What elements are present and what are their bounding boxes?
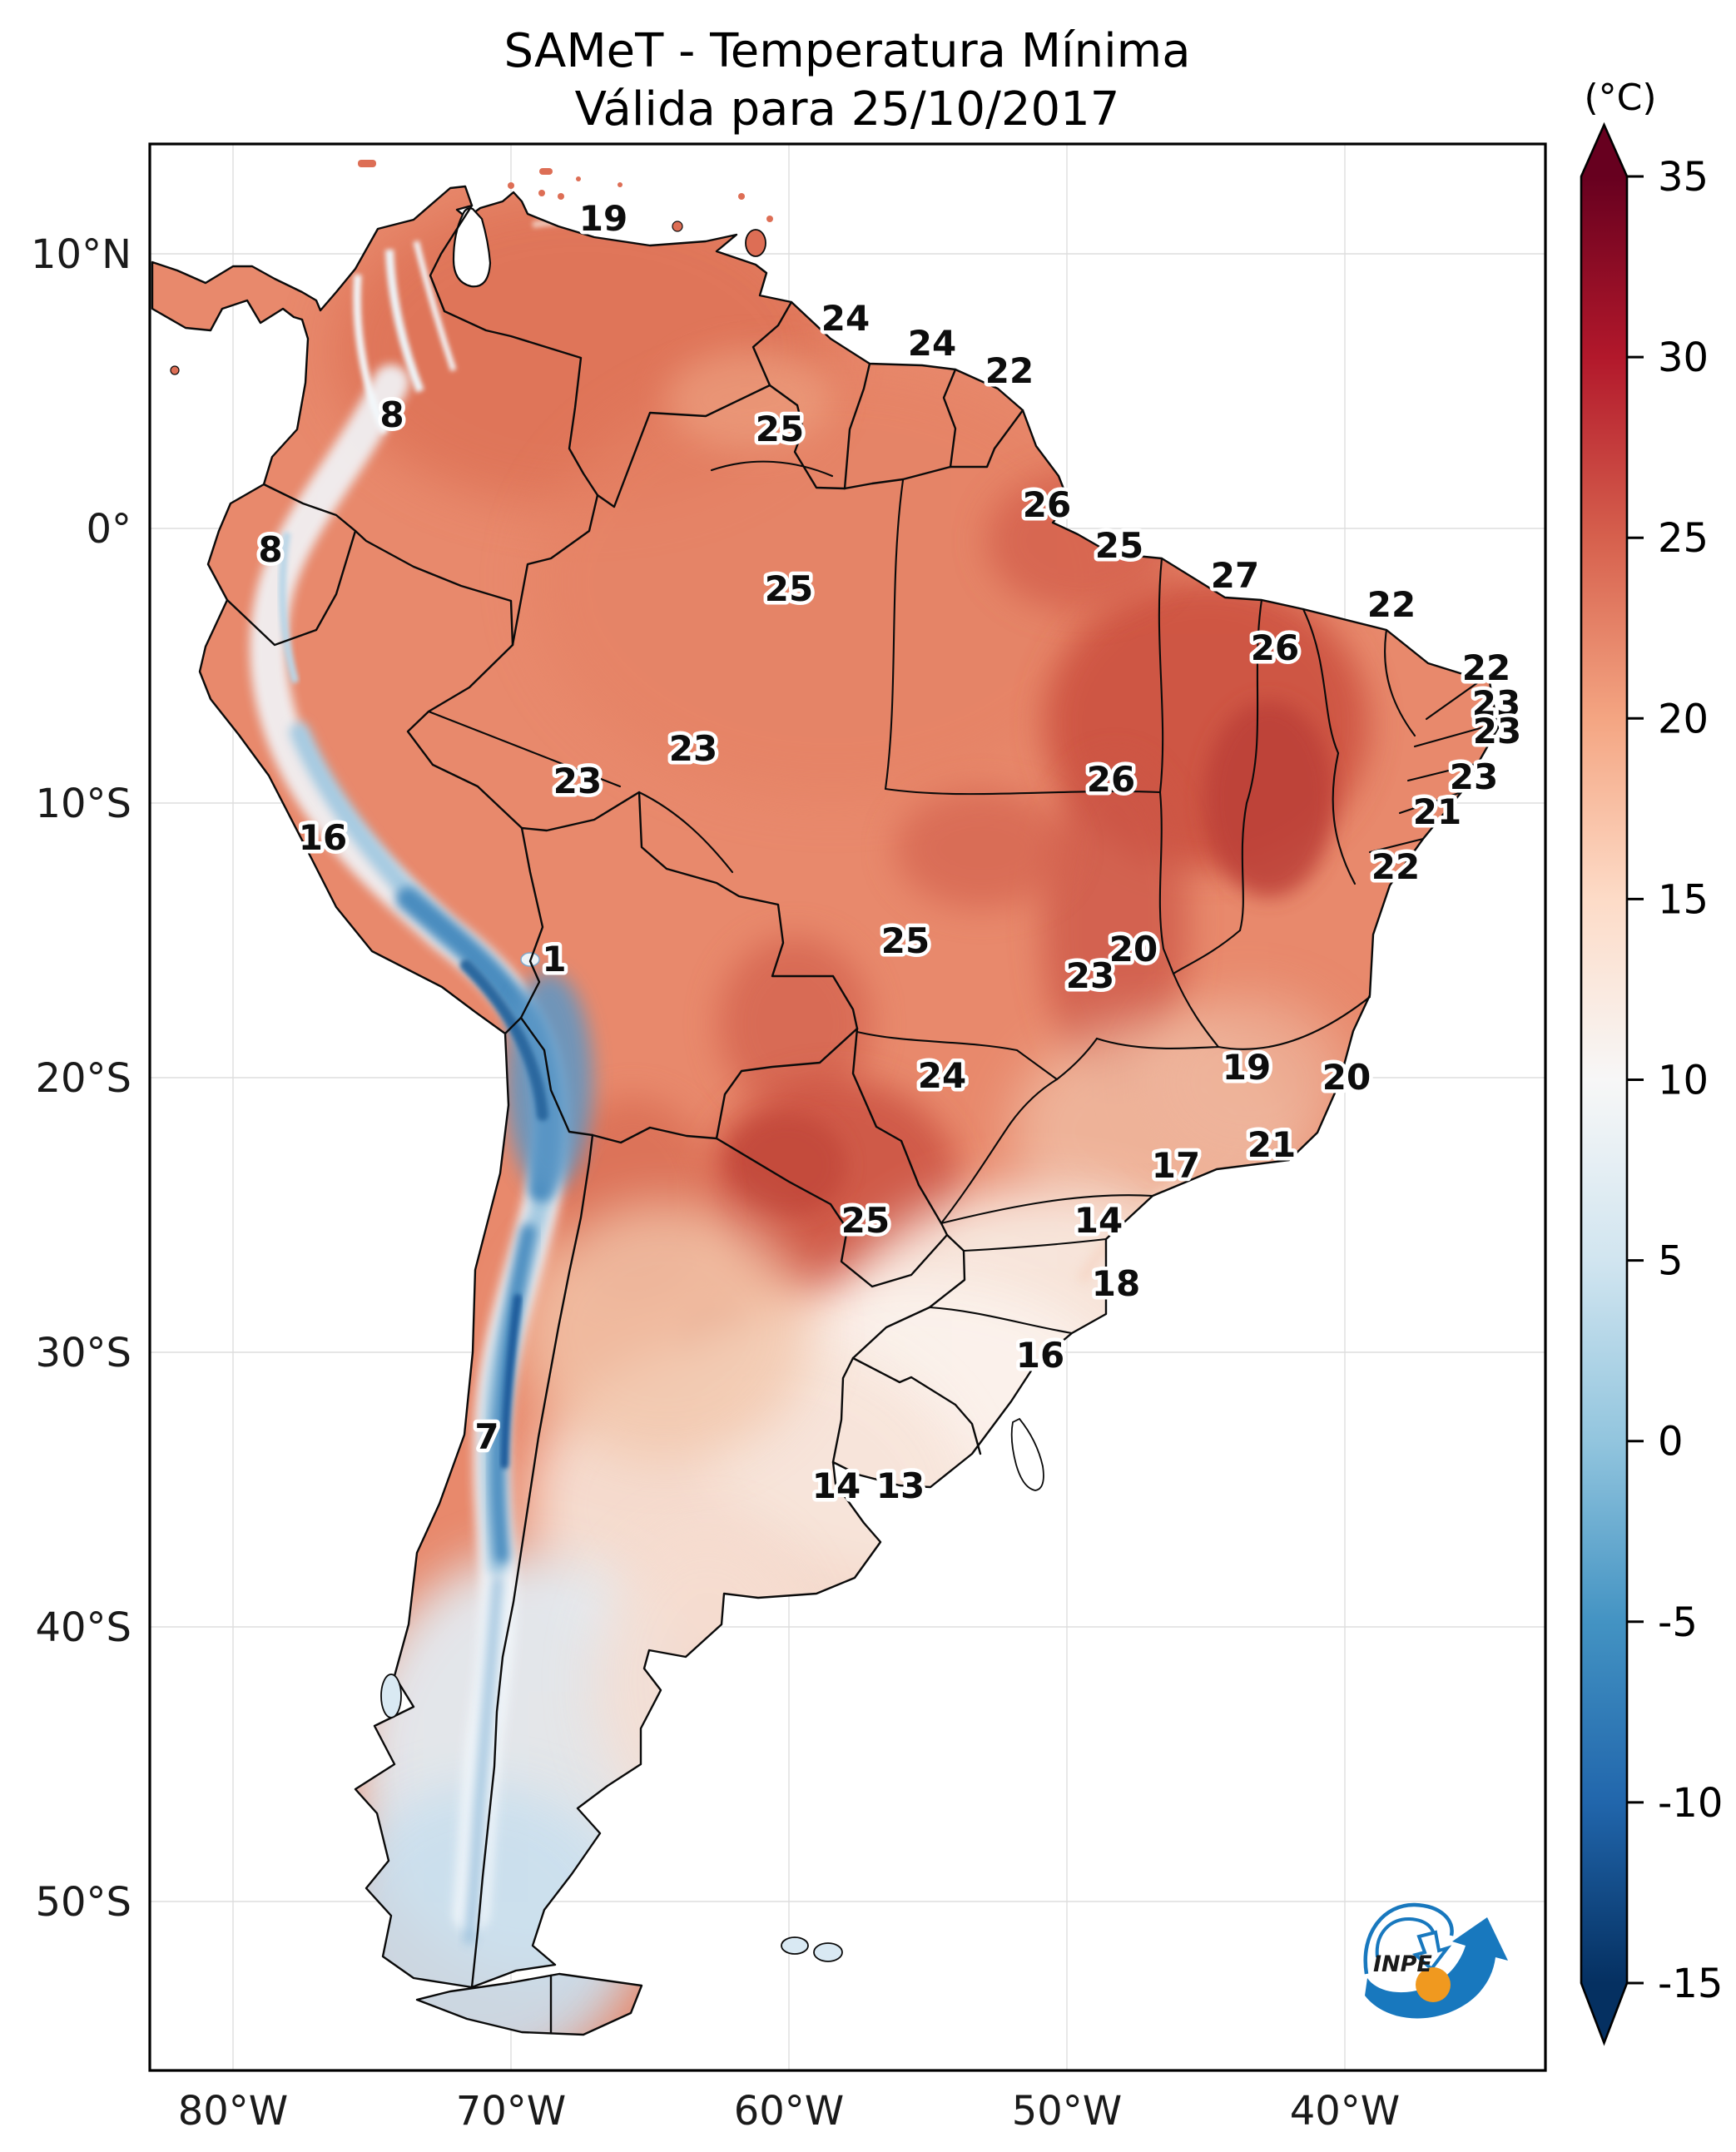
- station-value-label: 23: [553, 761, 602, 801]
- islands: [170, 160, 843, 1962]
- logo-swirl-outer: [1363, 1902, 1454, 1975]
- state-borders: [427, 460, 1488, 1335]
- lat-tick-label: 50°S: [35, 1879, 131, 1926]
- logo-orange-dot: [1416, 1967, 1451, 2002]
- station-value-label: 19: [1223, 1047, 1271, 1088]
- station-value-label: 26: [1251, 627, 1299, 668]
- station-value-label: 21: [1247, 1124, 1296, 1165]
- station-value-label: 22: [985, 350, 1034, 391]
- station-value-label: 23: [1473, 711, 1521, 751]
- longitude-axis-labels: 80°W 70°W 60°W 50°W 40°W: [178, 2088, 1401, 2135]
- station-value-label: 25: [756, 409, 804, 449]
- station-value-label: 16: [1016, 1335, 1064, 1376]
- colorbar-tick-label: 15: [1658, 876, 1709, 923]
- station-value-label: 7: [474, 1416, 498, 1457]
- station-value-label: 21: [1413, 791, 1461, 832]
- station-value-label: 25: [881, 920, 930, 961]
- station-value-label: 14: [1074, 1200, 1123, 1241]
- station-value-label: 22: [1367, 584, 1416, 625]
- station-value-label: 27: [1211, 555, 1259, 596]
- figure-title-line1: SAMeT - Temperatura Mínima: [503, 24, 1190, 78]
- station-value-label: 26: [1087, 759, 1135, 800]
- lat-tick-label: 0°: [86, 506, 131, 553]
- station-value-label: 23: [669, 728, 717, 769]
- colorbar-tick-label: -10: [1658, 1780, 1723, 1827]
- colorbar-tick-label: 30: [1658, 335, 1709, 381]
- logo-swirl-inner: [1375, 1916, 1436, 1958]
- station-value-label: 22: [1462, 647, 1510, 688]
- colorbar-tick-label: 10: [1658, 1058, 1709, 1104]
- lat-tick-label: 10°N: [31, 231, 131, 278]
- colorbar-tick-label: -5: [1658, 1599, 1698, 1646]
- colorbar-tick-label: -15: [1658, 1961, 1723, 2007]
- station-value-label: 18: [1092, 1263, 1140, 1304]
- station-value-label: 24: [908, 323, 956, 364]
- lat-tick-label: 40°S: [35, 1604, 131, 1651]
- trinidad-island: [745, 229, 766, 257]
- lat-tick-label: 20°S: [35, 1055, 131, 1102]
- lon-tick-label: 60°W: [734, 2088, 845, 2135]
- station-value-label: 23: [1066, 955, 1114, 996]
- station-value-label: 13: [876, 1465, 925, 1506]
- logo-up-arrow: [1365, 1917, 1508, 2019]
- station-value-label: 19: [579, 198, 627, 239]
- figure-title-line2: Válida para 25/10/2017: [575, 82, 1120, 136]
- station-value-label: 26: [1023, 484, 1071, 525]
- lat-tick-label: 10°S: [35, 781, 131, 827]
- falkland-east: [813, 1942, 843, 1962]
- station-value-label: 24: [918, 1055, 966, 1096]
- country-borders: [226, 204, 1024, 2034]
- colorbar-tick-label: 35: [1658, 154, 1709, 201]
- colorbar-ticks: 35 30 25 20 15 10 5 0 -5 -10 -15: [1627, 154, 1723, 2007]
- inpe-logo: INPE: [1363, 1902, 1508, 2019]
- station-value-label: 20: [1109, 929, 1158, 969]
- station-value-label: 25: [841, 1200, 890, 1241]
- station-value-label: 14: [812, 1465, 861, 1506]
- lat-tick-label: 30°S: [35, 1330, 131, 1376]
- station-value-label: 16: [299, 817, 347, 858]
- colorbar: (°C) 35 30 25 20 15 10 5 0 -5 -10 -15: [1580, 77, 1723, 2046]
- lakes: [452, 207, 1044, 1491]
- station-value-label: 25: [765, 568, 813, 609]
- station-value-label: 24: [821, 298, 870, 339]
- station-value-label: 8: [379, 394, 404, 435]
- station-value-label: 8: [258, 529, 282, 570]
- lagoa-dos-patos: [1010, 1417, 1044, 1491]
- lon-tick-label: 80°W: [178, 2088, 289, 2135]
- logo-wordmark: INPE: [1373, 1951, 1432, 1977]
- map-frame: [148, 142, 1547, 2072]
- chiloe-island: [380, 1674, 402, 1718]
- station-value-label: 20: [1322, 1057, 1371, 1098]
- latitude-axis-labels: 10°N 0° 10°S 20°S 30°S 40°S 50°S: [31, 231, 131, 1926]
- lon-tick-label: 70°W: [456, 2088, 567, 2135]
- lon-tick-label: 50°W: [1012, 2088, 1123, 2135]
- station-value-label: 25: [1095, 525, 1143, 566]
- logo-down-arrow: [1411, 1930, 1452, 1971]
- colorbar-tick-label: 25: [1658, 515, 1709, 562]
- station-value-label: 23: [1472, 683, 1520, 724]
- station-value-label: 1: [542, 939, 566, 979]
- colorbar-unit-label: (°C): [1584, 77, 1656, 119]
- coastline: [151, 185, 1500, 2036]
- station-value-label: 17: [1152, 1145, 1200, 1186]
- colorbar-tick-label: 20: [1658, 696, 1709, 742]
- colorbar-bar: [1580, 121, 1629, 2046]
- station-value-label: 22: [1371, 846, 1420, 887]
- lon-tick-label: 40°W: [1290, 2088, 1401, 2135]
- colorbar-tick-label: 5: [1658, 1238, 1684, 1285]
- falkland-west: [781, 1936, 809, 1955]
- lake-maracaibo: [452, 207, 492, 288]
- colorbar-tick-label: 0: [1658, 1419, 1684, 1465]
- station-value-label: 23: [1450, 756, 1498, 797]
